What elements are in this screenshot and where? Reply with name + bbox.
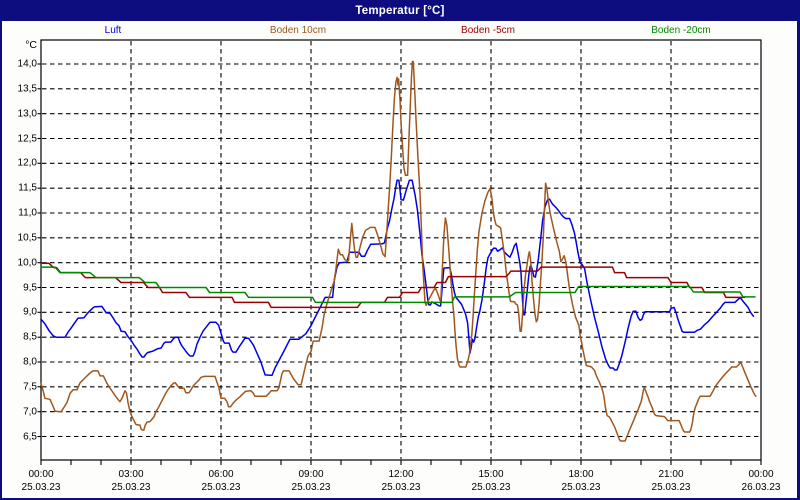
y-tick-label: 11,0 [18,207,37,219]
y-tick-label: 13,5 [17,83,37,95]
legend-label-luft: Luft [104,25,122,36]
x-tick-time-label: 06:00 [208,468,234,480]
chart-title: Temperatur [°C] [355,4,445,17]
x-tick-date-label: 25.03.23 [381,482,421,493]
x-tick-time-label: 15:00 [478,468,504,480]
y-tick-label: 13,0 [17,108,37,120]
legend: Luft Boden 10cm Boden -5cm Boden -20cm [0,25,800,38]
y-tick-label: 7,5 [23,381,37,393]
frame-bottom-border [0,498,800,500]
y-tick-label: 9,0 [23,306,37,318]
legend-label-boden-20cm: Boden -20cm [651,25,711,36]
title-bar: Temperatur [°C] [0,0,800,21]
x-tick-date-label: 25.03.23 [471,482,511,493]
y-tick-label: 10,5 [17,232,37,244]
x-tick-time-label: 18:00 [568,468,594,480]
legend-label-boden-10cm: Boden 10cm [269,25,327,36]
y-tick-label: 8,5 [23,331,37,343]
legend-label-boden-5cm: Boden -5cm [461,25,515,36]
x-tick-time-label: 00:00 [28,468,54,480]
y-axis-unit-label: °C [25,39,37,51]
x-tick-date-label: 25.03.23 [21,482,61,493]
series-line-luft [40,179,755,377]
x-tick-date-label: 25.03.23 [291,482,331,493]
title-bar-background [0,0,800,21]
frame-right-border [797,21,800,500]
frame-left-border [0,21,2,500]
series-line-boden-5cm [40,262,746,309]
y-tick-label: 14,0 [17,58,37,70]
x-tick-time-label: 09:00 [298,468,324,480]
y-tick-label: 12,5 [17,133,37,144]
y-tick-label: 8,0 [23,356,37,368]
series-line-boden-10cm [40,60,757,442]
series-line-boden-20cm [40,266,756,304]
x-tick-date-label: 25.03.23 [111,482,151,493]
x-tick-date-label: 25.03.23 [201,482,241,493]
y-tick-label: 9,5 [23,282,37,293]
y-tick-label: 11,5 [18,182,37,194]
x-tick-time-label: 00:00 [748,468,774,480]
x-tick-time-label: 12:00 [388,468,414,480]
y-tick-label: 12,0 [17,157,37,169]
x-tick-date-label: 25.03.23 [561,482,601,493]
x-tick-date-label: 26.03.23 [741,482,781,493]
y-tick-label: 10,0 [17,257,37,269]
y-tick-label: 7,0 [23,406,37,418]
x-tick-date-label: 25.03.23 [651,482,691,493]
x-tick-time-label: 21:00 [658,468,684,480]
x-tick-time-label: 03:00 [118,468,144,480]
y-tick-label: 6,5 [23,431,37,442]
